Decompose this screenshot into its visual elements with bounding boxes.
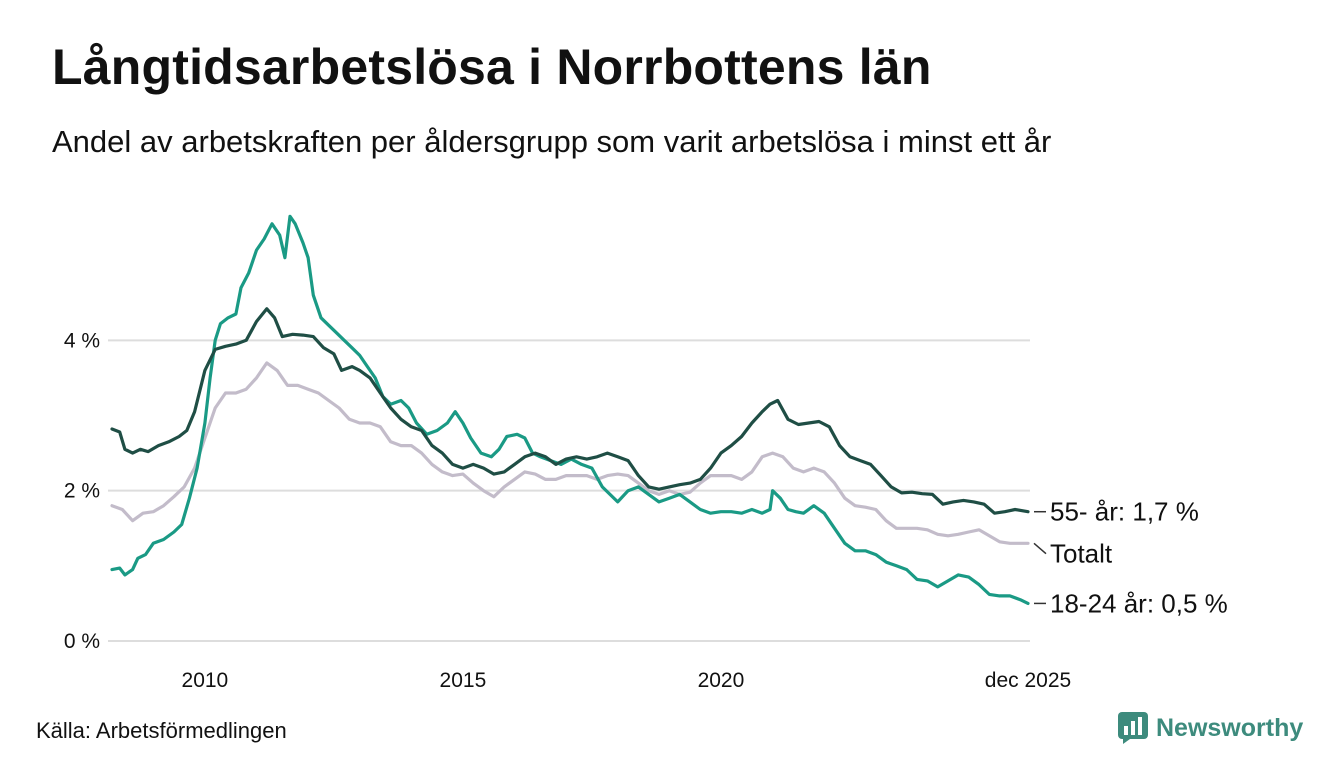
x-tick-label: 2015 — [440, 669, 487, 692]
y-tick-label: 2 % — [64, 480, 100, 503]
x-tick-label: dec 2025 — [985, 669, 1071, 692]
source-note: Källa: Arbetsförmedlingen — [36, 718, 287, 743]
line-chart: 0 % 2 % 4 % 2010 2015 2020 dec 2025 55- år: 1,7… — [64, 214, 1228, 692]
series-end-label: 18-24 år: 0,5 % — [1050, 588, 1228, 618]
x-tick-label: 2010 — [182, 669, 229, 692]
series-line-age55 — [110, 307, 1030, 515]
x-tick-label: 2020 — [698, 669, 745, 692]
newsworthy-logo-icon — [1118, 712, 1148, 744]
series-line-age1824 — [110, 214, 1030, 605]
series-end-label: 55- år: 1,7 % — [1050, 497, 1199, 527]
series-line-total — [110, 361, 1030, 545]
chart-title: Långtidsarbetslösa i Norrbottens län — [52, 39, 932, 95]
brand-name: Newsworthy — [1156, 713, 1304, 742]
label-leader-line — [1033, 542, 1047, 555]
chart-subtitle: Andel av arbetskraften per åldersgrupp s… — [52, 124, 1052, 159]
y-tick-label: 0 % — [64, 630, 100, 653]
y-tick-label: 4 % — [64, 329, 100, 352]
series-end-label: Totalt — [1050, 539, 1113, 569]
brand-logo: Newsworthy — [1118, 712, 1303, 744]
